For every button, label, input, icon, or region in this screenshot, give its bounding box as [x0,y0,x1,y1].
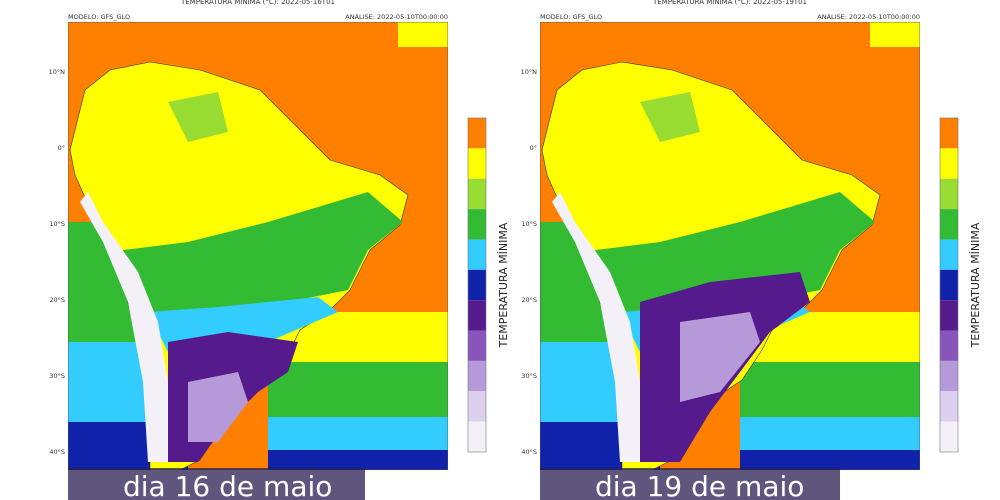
model-label: MODELO: GFS_GLO [68,13,130,21]
colorbar-swatch [940,148,958,179]
lat-label: 30°S [521,372,537,380]
model-label: MODELO: GFS_GLO [540,13,602,21]
colorbar-swatch [940,300,958,331]
map [540,22,920,470]
lat-label: 20°S [49,296,65,304]
atlantic-green [740,362,920,422]
lat-label: 10°N [521,68,538,76]
caption: dia 19 de maio [595,470,804,500]
colorbar-swatch [468,118,486,149]
atlantic-blue [268,450,448,470]
atlantic-blue [740,450,920,470]
atlantic-cyan [268,417,448,452]
andes [80,192,168,462]
caption-box [540,468,840,500]
andes [552,192,640,462]
lat-label: 40°S [521,448,537,456]
colorbar-swatch [940,239,958,270]
colorbar-frame [939,117,959,453]
atlantic-green [268,362,448,422]
caption: dia 16 de maio [123,470,332,500]
map-title: TEMPERATURA MÍNIMA (°C): 2022-05-16T01 [180,0,335,6]
colorbar-swatch [468,300,486,331]
colorbar-swatch [940,330,958,361]
amazon-green [640,92,700,142]
colorbar-swatch [468,421,486,452]
colorbar-swatch [940,209,958,240]
lat-label: 0° [58,144,65,152]
colorbar-swatch [468,330,486,361]
lat-label: 40°S [49,448,65,456]
corner-yellow [870,22,920,47]
colorbar-swatch [468,239,486,270]
colorbar-swatch [940,178,958,210]
colorbar-swatch [940,360,958,392]
colorbar-swatch [468,269,486,301]
colorbar-swatch [940,118,958,149]
colorbar-swatch [940,391,958,422]
lat-label: 20°S [521,296,537,304]
lat-label: 10°S [49,220,65,228]
green-zone [108,192,403,332]
lat-label: 10°N [49,68,66,76]
colorbar-swatch [940,269,958,301]
panel: TEMPERATURA MÍNIMA (°C): 2022-05-19T01 MO… [521,0,982,500]
colorbar-swatch [468,148,486,179]
colorbar-swatch [940,421,958,452]
map-title: TEMPERATURA MÍNIMA (°C): 2022-05-19T01 [652,0,807,6]
colorbar-swatch [468,391,486,422]
atlantic-cyan [740,417,920,452]
lat-label: 0° [530,144,537,152]
colorbar-label: TEMPERATURA MÍNIMA [969,222,982,348]
colorbar-label: TEMPERATURA MÍNIMA [497,222,510,348]
colorbar-swatch [468,360,486,392]
colorbar-swatch [468,178,486,210]
corner-yellow [398,22,448,47]
colorbar-swatch [468,209,486,240]
caption-box [68,468,365,500]
amazon-green [168,92,228,142]
analysis-label: ANÁLISE: 2022-05-10T00:00:00 [817,12,920,21]
cold-core [188,372,248,442]
analysis-label: ANÁLISE: 2022-05-10T00:00:00 [345,12,448,21]
green-zone [580,192,875,332]
lat-label: 10°S [521,220,537,228]
cold-core [680,312,760,402]
lat-label: 30°S [49,372,65,380]
colorbar-frame [467,117,487,453]
panel: TEMPERATURA MÍNIMA (°C): 2022-05-16T01 MO… [49,0,510,500]
map [68,22,448,470]
